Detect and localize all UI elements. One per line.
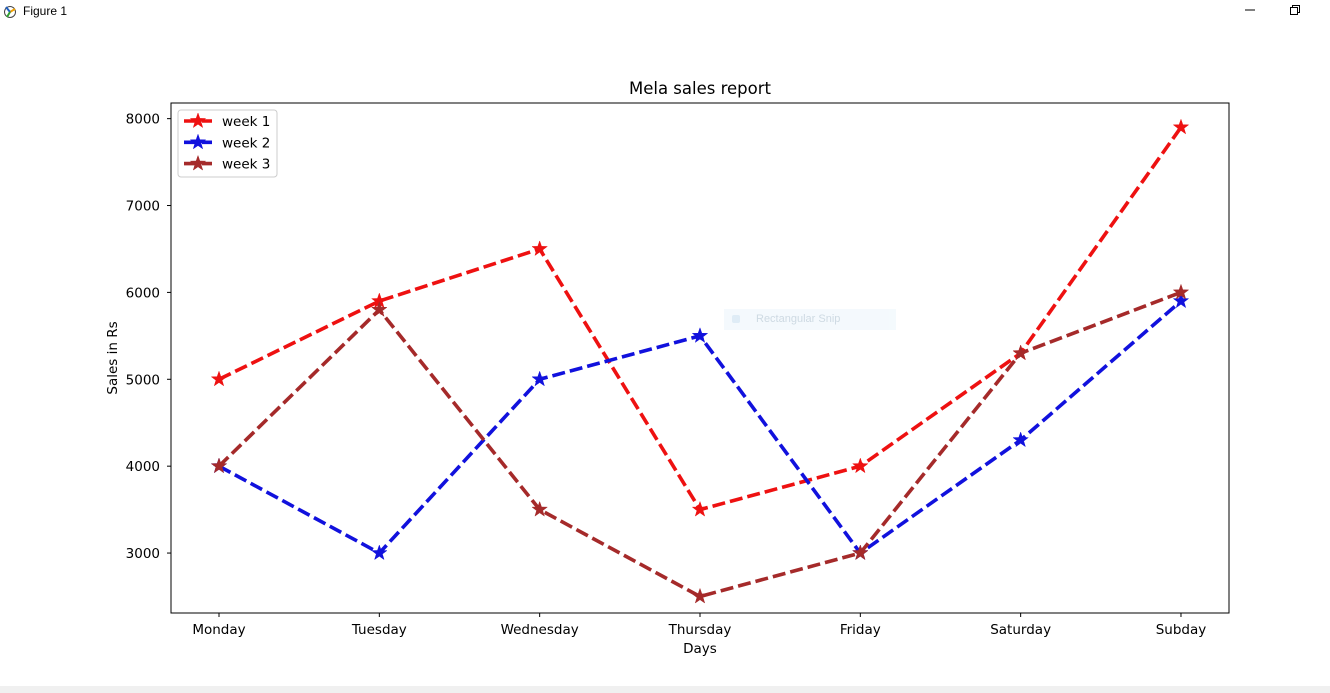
y-tick-label: 3000 bbox=[126, 546, 160, 562]
y-axis-label: Sales in Rs bbox=[105, 321, 121, 394]
line-chart: Mela sales report Days Sales in Rs Monda… bbox=[105, 79, 1230, 657]
x-axis-label: Days bbox=[683, 641, 717, 657]
data-point bbox=[691, 587, 709, 604]
y-tick-label: 5000 bbox=[126, 372, 160, 388]
x-tick-label: Thursday bbox=[668, 622, 732, 638]
data-point bbox=[531, 370, 548, 387]
data-point bbox=[851, 457, 869, 474]
window-title: Figure 1 bbox=[23, 4, 68, 18]
data-point bbox=[210, 457, 228, 474]
data-point bbox=[691, 327, 709, 343]
figure-canvas: Mela sales report Days Sales in Rs Monda… bbox=[0, 24, 1330, 686]
series-line bbox=[218, 126, 1183, 512]
restore-button[interactable] bbox=[1272, 0, 1318, 22]
legend-entry: week 2 bbox=[184, 133, 270, 151]
minimize-icon bbox=[1245, 9, 1255, 11]
series-3 bbox=[210, 283, 1190, 604]
restore-icon bbox=[1290, 5, 1300, 15]
x-tick-label: Wednesday bbox=[501, 622, 579, 638]
snip-label: Rectangular Snip bbox=[756, 313, 841, 325]
data-point bbox=[1172, 283, 1190, 300]
data-point bbox=[851, 544, 869, 561]
y-tick-label: 8000 bbox=[126, 112, 160, 128]
data-point bbox=[531, 500, 548, 517]
chart-title: Mela sales report bbox=[629, 79, 772, 98]
legend-marker bbox=[189, 133, 207, 150]
data-point bbox=[1172, 118, 1190, 135]
y-tick-label: 7000 bbox=[126, 199, 160, 215]
data-point bbox=[691, 500, 709, 517]
matplotlib-figure-icon[interactable] bbox=[3, 4, 17, 18]
x-tick-label: Friday bbox=[840, 622, 881, 638]
legend-label: week 3 bbox=[222, 157, 270, 173]
y-tick-label: 4000 bbox=[126, 459, 160, 475]
data-point bbox=[370, 544, 388, 561]
x-tick-label: Monday bbox=[192, 622, 245, 638]
legend-label: week 1 bbox=[222, 114, 270, 130]
x-tick-label: Saturday bbox=[990, 622, 1051, 638]
data-point bbox=[1172, 292, 1190, 309]
legend-entry: week 3 bbox=[184, 154, 270, 173]
title-bar: Figure 1 bbox=[0, 0, 1330, 24]
y-tick-label: 6000 bbox=[126, 285, 160, 301]
x-tick-label: Subday bbox=[1156, 622, 1207, 638]
series-layer bbox=[210, 118, 1190, 604]
legend-label: week 2 bbox=[222, 135, 270, 151]
snip-icon bbox=[732, 315, 740, 323]
minimize-button[interactable] bbox=[1227, 0, 1273, 22]
data-point bbox=[531, 240, 548, 257]
status-bar bbox=[0, 686, 1330, 693]
legend-marker bbox=[189, 154, 207, 171]
legend-box bbox=[177, 109, 278, 178]
data-point bbox=[1012, 431, 1029, 448]
rectangular-snip-overlay[interactable]: Rectangular Snip bbox=[724, 309, 896, 330]
legend: week 1 week 2 week 3 bbox=[177, 109, 278, 178]
data-point bbox=[1012, 344, 1029, 361]
series-1 bbox=[210, 118, 1190, 517]
legend-entry: week 1 bbox=[184, 112, 270, 130]
x-tick-label: Tuesday bbox=[351, 622, 407, 638]
data-point bbox=[210, 370, 228, 387]
data-point bbox=[370, 301, 388, 317]
axes-layer: Monday Tuesday Wednesday Thursday Friday Satu… bbox=[126, 102, 1230, 638]
legend-marker bbox=[189, 112, 207, 129]
